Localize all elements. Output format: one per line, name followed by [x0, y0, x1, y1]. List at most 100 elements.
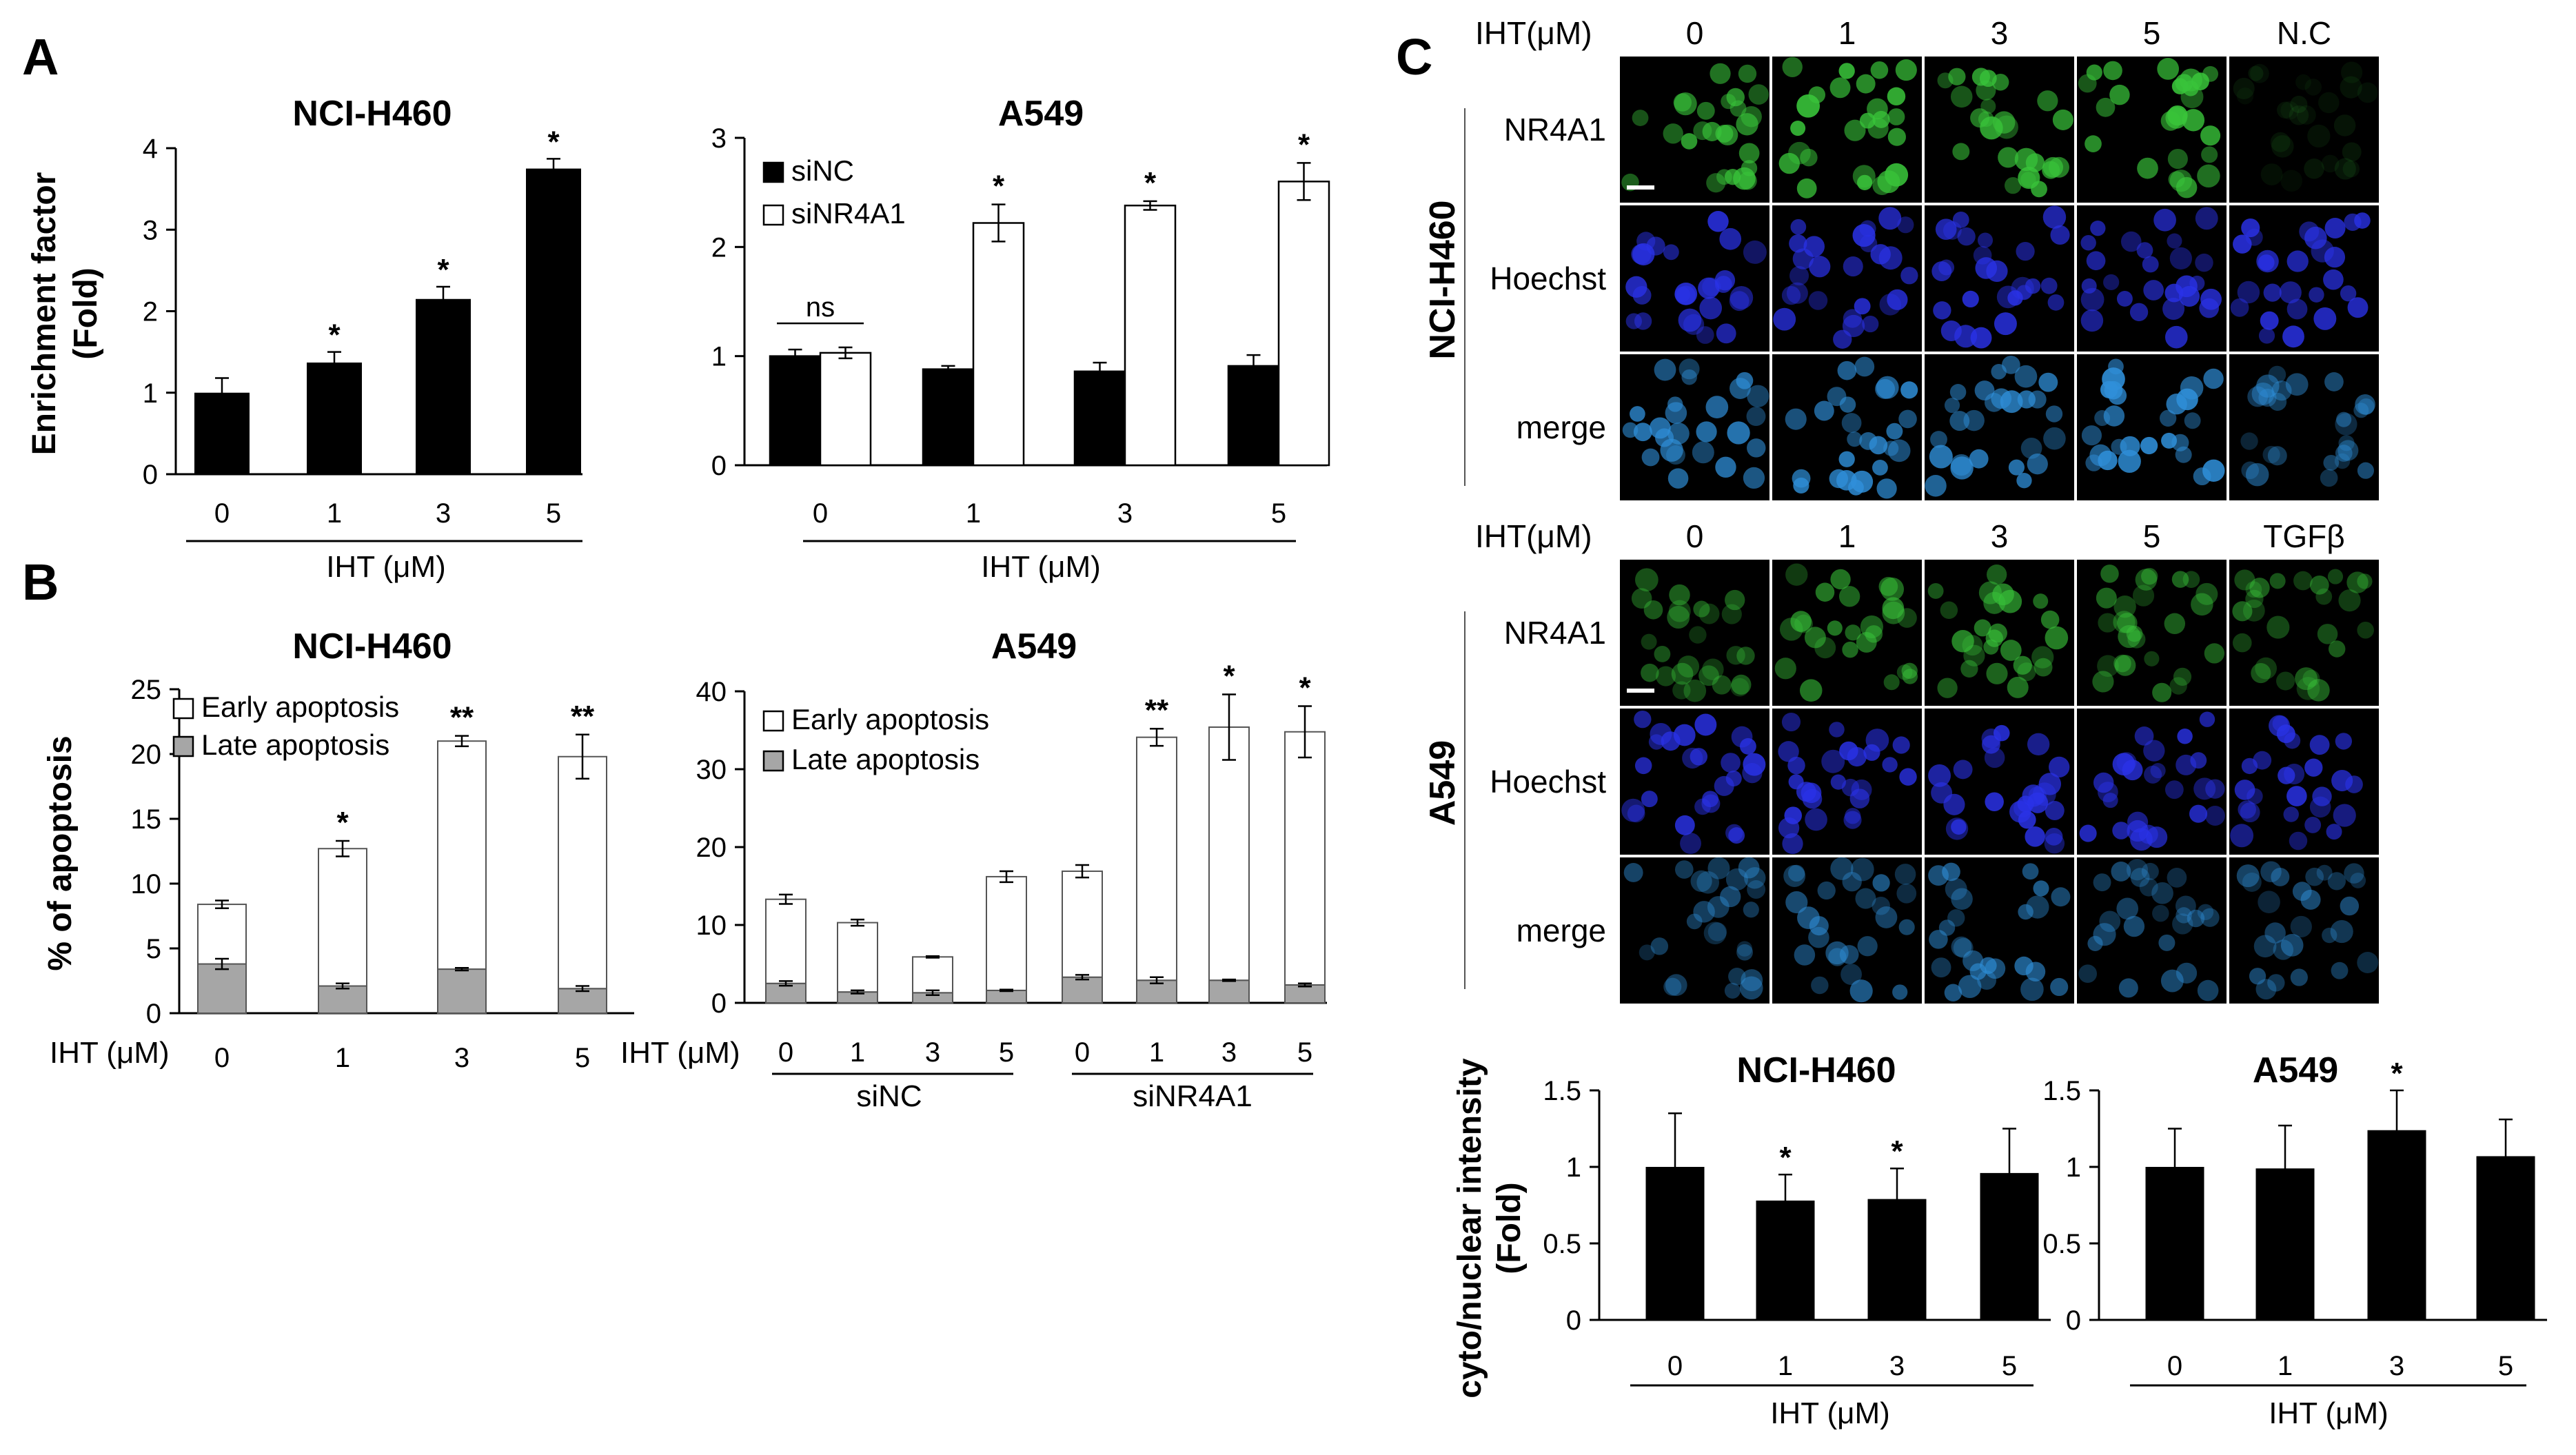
mic-a549-cell-nucleus — [1929, 930, 1948, 949]
mic-nci-h460-cell-nucleus — [2256, 250, 2279, 273]
chart-a1-ytick-label: 1 — [143, 378, 158, 409]
mic-a549-cell-nucleus — [1899, 768, 1917, 786]
mic-nci-h460-cell-nucleus — [1741, 105, 1762, 128]
mic-a549-cell-nucleus — [2132, 584, 2155, 607]
mic-a549-cell-nucleus — [1963, 644, 1985, 667]
mic-nci-h460-cell-nucleus — [2098, 450, 2118, 471]
mic-a549-cell-nucleus — [1842, 872, 1862, 892]
mic-nci-h460-cell-nucleus — [2081, 425, 2102, 446]
chart-b1-bar-late — [197, 963, 247, 1015]
mic-nci-h460-cell-nucleus — [1876, 478, 1897, 499]
mic-a549-cell-nucleus — [1794, 614, 1813, 633]
mic-nci-h460-cell-nucleus — [1949, 411, 1970, 431]
mic-a549-cell-nucleus — [2333, 804, 2356, 827]
mic-nci-h460-cell-nucleus — [2248, 65, 2264, 81]
mic-a549-cell-nucleus — [1738, 857, 1760, 879]
mic-nci-h460-cell-nucleus — [2295, 74, 2311, 90]
mic-nci-h460-cell-nucleus — [2304, 159, 2324, 179]
mic-a549-cell-nucleus — [2169, 677, 2187, 695]
chart-c1-xtick-label: 3 — [1889, 1351, 1905, 1381]
mic-a549-cell-nucleus — [2158, 934, 2176, 951]
chart-b2-significance: ** — [1145, 693, 1169, 727]
mic-a549-cell-nucleus — [2013, 655, 2032, 675]
mic-a549-cell-nucleus — [2116, 897, 2139, 920]
chart-b1-ytick-label: 25 — [131, 675, 162, 705]
mic-a549-micrograph-nr4a1 — [1620, 560, 1769, 706]
mic-nci-h460-cell-nucleus — [2311, 239, 2334, 263]
chart-b2-bar-early — [912, 956, 953, 994]
chart-a2-significance: * — [1144, 166, 1157, 200]
chart-a2-xtick-label: 1 — [966, 498, 981, 529]
mic-a549-cell-nucleus — [1931, 957, 1951, 978]
mic-a549-micrograph-merge — [1772, 857, 1922, 1004]
mic-nci-h460-cell-nucleus — [2197, 164, 2220, 188]
chart-a2-xtick-label: 3 — [1117, 498, 1133, 529]
chart-b2-bar-early — [1062, 871, 1103, 978]
mic-nci-h460-cell-nucleus — [2014, 147, 2038, 172]
mic-a549-cell-nucleus — [2322, 927, 2337, 944]
chart-a2-ytick-label: 0 — [711, 451, 727, 481]
mic-a549-cell-nucleus — [2134, 726, 2154, 746]
mic-a549-cell-nucleus — [2098, 613, 2118, 633]
mic-a549-cell-nucleus — [1739, 737, 1756, 755]
mic-a549-cell-nucleus — [2273, 939, 2294, 960]
chart-b2-bar-late — [765, 982, 807, 1004]
chart-b1-bar-early — [558, 755, 607, 990]
mic-a549-cell-nucleus — [1736, 944, 1753, 961]
mic-nci-h460-cell-nucleus — [1887, 128, 1906, 146]
mic-a549-cell-nucleus — [1707, 896, 1730, 918]
mic-a549-cell-nucleus — [1721, 753, 1741, 773]
mic-a549-cell-nucleus — [2238, 800, 2256, 819]
mic-a549-micrograph-nr4a1 — [2077, 560, 2227, 706]
mic-a549-cell-nucleus — [1648, 734, 1665, 750]
mic-a549-cell-nucleus — [1778, 741, 1799, 762]
panel-label-b: B — [22, 553, 59, 611]
mic-nci-h460-cell-nucleus — [1950, 454, 1972, 476]
mic-nci-h460-cell-nucleus — [1976, 80, 1996, 101]
mic-nci-h460-cell-nucleus — [2011, 276, 2034, 301]
mic-nci-h460-cell-nucleus — [2342, 160, 2360, 178]
mic-a549-cell-nucleus — [2304, 758, 2323, 777]
chart-b2-bar-late — [1062, 976, 1103, 1004]
mic-a549-cell-nucleus — [2079, 824, 2097, 842]
chart-b1-bar-late — [318, 985, 367, 1015]
mic-a549-cell-nucleus — [1983, 639, 1999, 655]
chart-c2-xlabel: IHT (μM) — [2269, 1396, 2389, 1430]
mic-nci-h460-cell-nucleus — [2143, 280, 2164, 301]
mic-a549-micrograph-nr4a1 — [2229, 560, 2379, 706]
mic-nci-h460-cell-nucleus — [1852, 165, 1876, 188]
chart-b2-bar-early — [1284, 731, 1326, 986]
mic-a549-cell-nucleus — [1829, 722, 1845, 737]
mic-nci-h460-column-label: 5 — [2143, 15, 2161, 51]
mic-a549-cell-nucleus — [2187, 909, 2205, 928]
mic-a549-cell-nucleus — [2295, 667, 2318, 691]
mic-a549-cell-nucleus — [1634, 710, 1652, 729]
mic-nci-h460-cell-nucleus — [1743, 467, 1765, 489]
mic-nci-h460-cell-nucleus — [2025, 278, 2041, 294]
mic-a549-cell-nucleus — [2022, 784, 2045, 807]
mic-nci-h460-cell-nucleus — [1796, 94, 1821, 118]
mic-a549-cell-nucleus — [2331, 961, 2349, 979]
chart-b2-bar-late — [986, 989, 1027, 1004]
mic-a549-cell-nucleus — [2240, 802, 2260, 823]
mic-a549-cell-nucleus — [1736, 647, 1755, 665]
mic-a549-cell-nucleus — [1788, 774, 1804, 790]
mic-a549-cell-nucleus — [2266, 615, 2290, 639]
chart-a2-bar-sinc — [769, 355, 822, 467]
mic-nci-h460-cell-nucleus — [2164, 283, 2184, 303]
chart-c2-title: A549 — [2253, 1050, 2338, 1090]
mic-nci-h460-cell-nucleus — [1957, 227, 1976, 246]
mic-a549-cell-nucleus — [1994, 724, 2010, 742]
mic-a549-cell-nucleus — [1785, 563, 1808, 586]
mic-a549-cell-nucleus — [2247, 788, 2263, 804]
mic-nci-h460-cell-nucleus — [2007, 290, 2023, 306]
mic-a549-cell-nucleus — [2093, 772, 2114, 793]
chart-a1-ytick-label: 3 — [143, 215, 158, 245]
mic-nci-h460-cell-nucleus — [2111, 438, 2127, 455]
mic-nci-h460-cell-nucleus — [1654, 428, 1674, 447]
mic-a549-cell-nucleus — [1998, 589, 2022, 613]
mic-a549-cell-nucleus — [2309, 575, 2329, 595]
mic-a549-cell-nucleus — [1865, 729, 1889, 752]
